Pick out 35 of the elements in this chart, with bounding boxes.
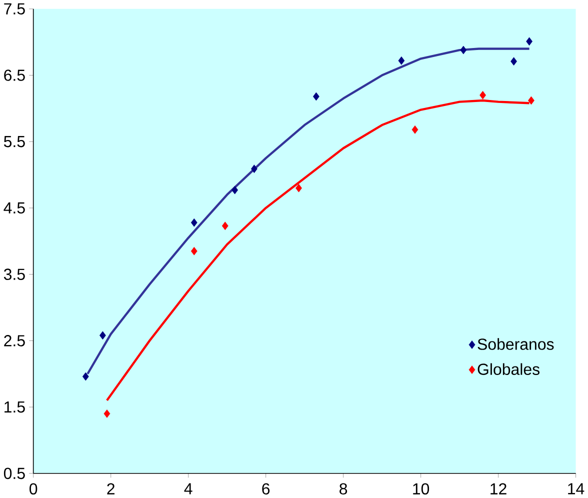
x-tick-label: 12 — [490, 483, 506, 494]
x-tick-label: 4 — [184, 483, 192, 494]
legend-label: Soberanos — [478, 338, 554, 350]
y-tick-label: 0.5 — [4, 468, 25, 480]
point — [510, 57, 517, 66]
point — [460, 46, 467, 54]
x-tick-label: 2 — [107, 483, 114, 494]
point — [190, 246, 198, 256]
point — [480, 91, 486, 100]
point — [412, 126, 418, 134]
point — [398, 56, 405, 65]
x-tick-label: 6 — [262, 483, 270, 495]
point — [250, 164, 258, 174]
point — [190, 218, 198, 227]
point — [526, 37, 532, 46]
point — [296, 184, 302, 192]
point — [528, 96, 534, 105]
y-tick-label: 6.5 — [4, 70, 25, 81]
point — [312, 92, 320, 101]
x-tick-label: 14 — [568, 483, 584, 494]
point — [104, 410, 110, 418]
y-tick-label: 3.5 — [4, 268, 25, 280]
point — [232, 186, 238, 194]
y-tick-label: 1.5 — [4, 402, 25, 413]
x-tick-label: 8 — [340, 483, 348, 495]
y-tick-label: 4.5 — [4, 202, 25, 214]
x-tick-label: 0 — [30, 483, 38, 495]
point — [82, 372, 89, 381]
y-tick-label: 5.5 — [4, 136, 25, 148]
point — [222, 222, 228, 230]
y-tick-label: 7.5 — [4, 3, 25, 15]
x-tick-label: 10 — [413, 483, 430, 495]
point — [100, 331, 106, 340]
y-tick-label: 2.5 — [4, 335, 25, 346]
legend-label: Globales — [478, 363, 540, 376]
